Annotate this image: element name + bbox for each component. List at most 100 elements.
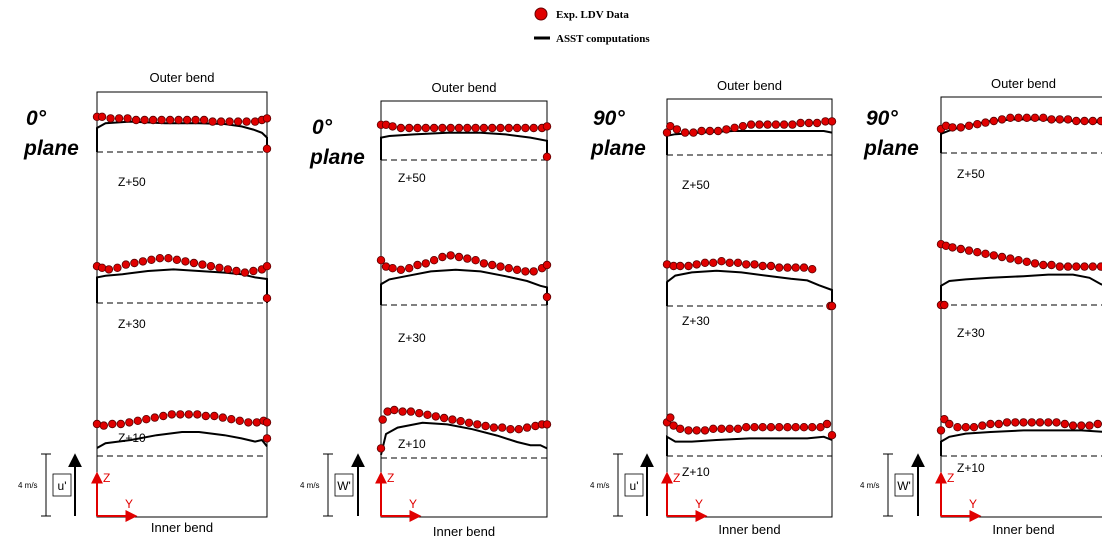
- ldv-data-point: [771, 120, 781, 129]
- ldv-data-point: [488, 123, 497, 133]
- ldv-data-point: [99, 421, 108, 430]
- ldv-data-point: [223, 265, 233, 274]
- ldv-data-point: [521, 267, 530, 276]
- ldv-data-point: [945, 419, 954, 429]
- ldv-data-point: [733, 424, 743, 433]
- ldv-data-point: [733, 258, 743, 267]
- ldv-data-point: [791, 423, 800, 432]
- asst-computation-line: [666, 435, 833, 456]
- z-axis-label: Z: [947, 471, 954, 485]
- ldv-data-point: [529, 123, 538, 133]
- ldv-data-point: [1044, 418, 1053, 427]
- ldv-data-point: [738, 121, 748, 131]
- ldv-data-point: [804, 118, 814, 128]
- ldv-data-point: [725, 258, 734, 267]
- ldv-data-point: [709, 424, 718, 433]
- ldv-data-point: [157, 115, 166, 125]
- ldv-data-point: [827, 301, 837, 311]
- asst-computation-line: [940, 273, 1102, 305]
- ldv-data-point: [973, 119, 982, 129]
- ldv-data-point: [542, 260, 552, 270]
- velocity-scale: 4 m/s W': [300, 453, 365, 517]
- ldv-data-point: [182, 115, 192, 125]
- ldv-data-point: [396, 265, 406, 274]
- asst-computation-line: [380, 421, 548, 456]
- ldv-data-point: [131, 115, 141, 125]
- ldv-data-point: [208, 117, 217, 126]
- ldv-data-point: [1030, 259, 1040, 268]
- ldv-data-point: [684, 426, 693, 435]
- scale-label: 4 m/s: [18, 481, 38, 490]
- ldv-data-point: [514, 425, 523, 434]
- ldv-data-point: [439, 413, 449, 423]
- ldv-data-point: [376, 444, 386, 453]
- ldv-data-point: [421, 123, 430, 133]
- ldv-data-point: [827, 117, 837, 126]
- plane-label-word: plane: [309, 146, 365, 169]
- ldv-data-point: [184, 410, 193, 419]
- ldv-data-point: [700, 258, 710, 267]
- ldv-data-point: [167, 410, 176, 419]
- ldv-data-point: [454, 123, 464, 133]
- ldv-data-point: [398, 407, 407, 416]
- ldv-data-point: [940, 300, 949, 310]
- ldv-data-point: [250, 117, 260, 126]
- ldv-data-point: [262, 418, 272, 427]
- asst-computation-line: [940, 429, 1102, 456]
- ldv-data-point: [463, 254, 472, 263]
- station-Zplus-10: Z+10: [376, 405, 552, 459]
- ldv-data-point: [1096, 116, 1102, 126]
- ldv-data-point: [669, 421, 678, 430]
- plane-label-angle: 90°: [593, 107, 625, 130]
- ldv-data-point: [689, 128, 698, 137]
- ldv-data-point: [496, 262, 505, 271]
- station-label: Z+10: [682, 465, 710, 479]
- ldv-data-point: [948, 243, 957, 252]
- asst-computation-line: [96, 431, 268, 449]
- ldv-data-point: [750, 260, 759, 269]
- coordinate-axes: ZY: [375, 471, 422, 522]
- ldv-data-point: [676, 424, 685, 433]
- station-label: Z+10: [957, 461, 985, 475]
- y-axis-label: Y: [409, 497, 417, 511]
- station-Zplus-50: Z+50: [92, 112, 272, 189]
- ldv-data-point: [116, 419, 125, 429]
- station-label: Z+50: [682, 178, 710, 192]
- ldv-data-point: [1014, 113, 1023, 122]
- panel-frame: [666, 98, 833, 518]
- ldv-data-point: [700, 426, 710, 435]
- ldv-data-point: [479, 259, 489, 268]
- z-axis-label: Z: [387, 471, 394, 485]
- y-axis-label: Y: [969, 497, 977, 511]
- ldv-data-point: [680, 128, 690, 137]
- velocity-label: u': [630, 479, 639, 493]
- plane-label-angle: 0°: [312, 116, 333, 139]
- ldv-data-point: [936, 426, 946, 435]
- ldv-data-point: [1014, 256, 1023, 265]
- ldv-data-point: [133, 416, 142, 425]
- ldv-data-point: [1060, 419, 1069, 429]
- ldv-data-point: [676, 261, 685, 271]
- ldv-data-point: [104, 265, 114, 274]
- ldv-data-point: [1030, 113, 1040, 122]
- ldv-data-point: [1077, 421, 1086, 430]
- ldv-data-point: [218, 413, 227, 422]
- ldv-data-point: [388, 122, 397, 131]
- ldv-data-point: [713, 126, 723, 136]
- ldv-data-point: [138, 257, 148, 266]
- velocity-scale: 4 m/s u': [18, 453, 82, 517]
- velocity-label-box: [894, 473, 914, 497]
- velocity-label-box: [624, 473, 644, 497]
- ldv-data-point: [1096, 262, 1102, 271]
- ldv-data-point: [742, 423, 751, 432]
- station-label: Z+30: [682, 314, 710, 328]
- station-label: Z+50: [957, 167, 985, 181]
- station-Zplus-30: Z+30: [376, 251, 552, 345]
- ldv-data-point: [730, 123, 739, 132]
- ldv-data-point: [542, 420, 552, 429]
- ldv-data-point: [242, 117, 251, 126]
- station-Zplus-10: Z+10: [662, 413, 837, 479]
- ldv-data-point: [249, 266, 258, 276]
- ldv-data-point: [672, 125, 682, 134]
